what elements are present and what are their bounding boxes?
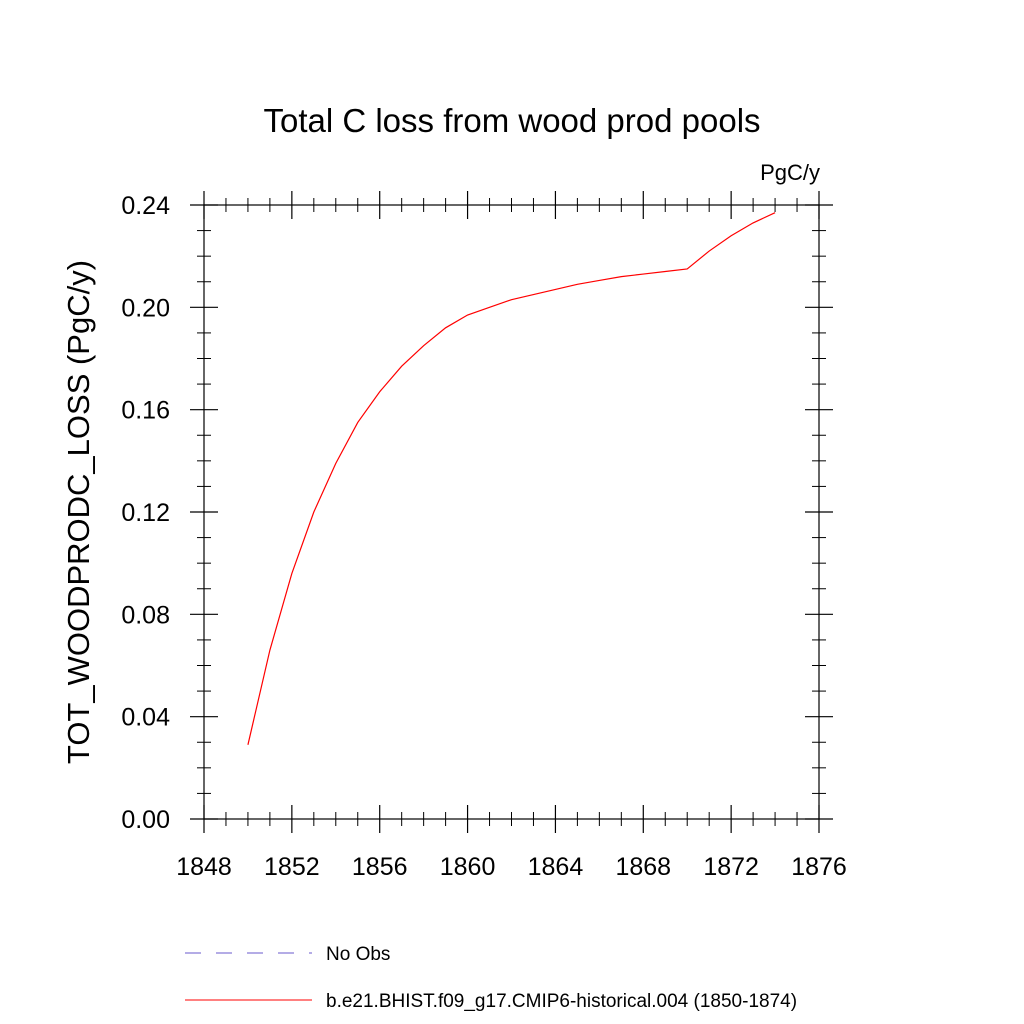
x-tick-label: 1860 <box>440 853 496 881</box>
y-tick-label: 0.04 <box>121 704 170 732</box>
y-tick-label: 0.00 <box>121 806 170 834</box>
y-tick-label: 0.08 <box>121 601 170 629</box>
y-tick-label: 0.20 <box>121 294 170 322</box>
x-tick-label: 1872 <box>703 853 759 881</box>
y-tick-label: 0.16 <box>121 397 170 425</box>
y-tick-label: 0.24 <box>121 192 170 220</box>
plot-frame <box>203 204 820 820</box>
x-tick-label: 1868 <box>615 853 671 881</box>
x-tick-label: 1856 <box>352 853 408 881</box>
x-tick-label: 1848 <box>176 853 232 881</box>
legend-label: No Obs <box>326 944 390 965</box>
axis-ticks: 1848 1852 1856 1860 1864 1868 1872 1876 0.00 0.04… <box>121 191 847 881</box>
x-tick-label: 1852 <box>264 853 320 881</box>
y-axis-label: TOT_WOODPRODC_LOSS (PgC/y) <box>61 260 96 764</box>
legend-label: b.e21.BHIST.f09_g17.CMIP6-historical.004… <box>326 991 797 1012</box>
y-tick-label: 0.12 <box>121 499 170 527</box>
x-tick-label: 1864 <box>528 853 584 881</box>
units-label: PgC/y <box>760 160 820 185</box>
series-line <box>247 212 776 745</box>
legend: No Obs b.e21.BHIST.f09_g17.CMIP6-historic… <box>185 944 797 1012</box>
x-tick-label: 1876 <box>791 853 847 881</box>
plot-area <box>247 212 776 745</box>
chart-title: Total C loss from wood prod pools <box>263 102 760 139</box>
